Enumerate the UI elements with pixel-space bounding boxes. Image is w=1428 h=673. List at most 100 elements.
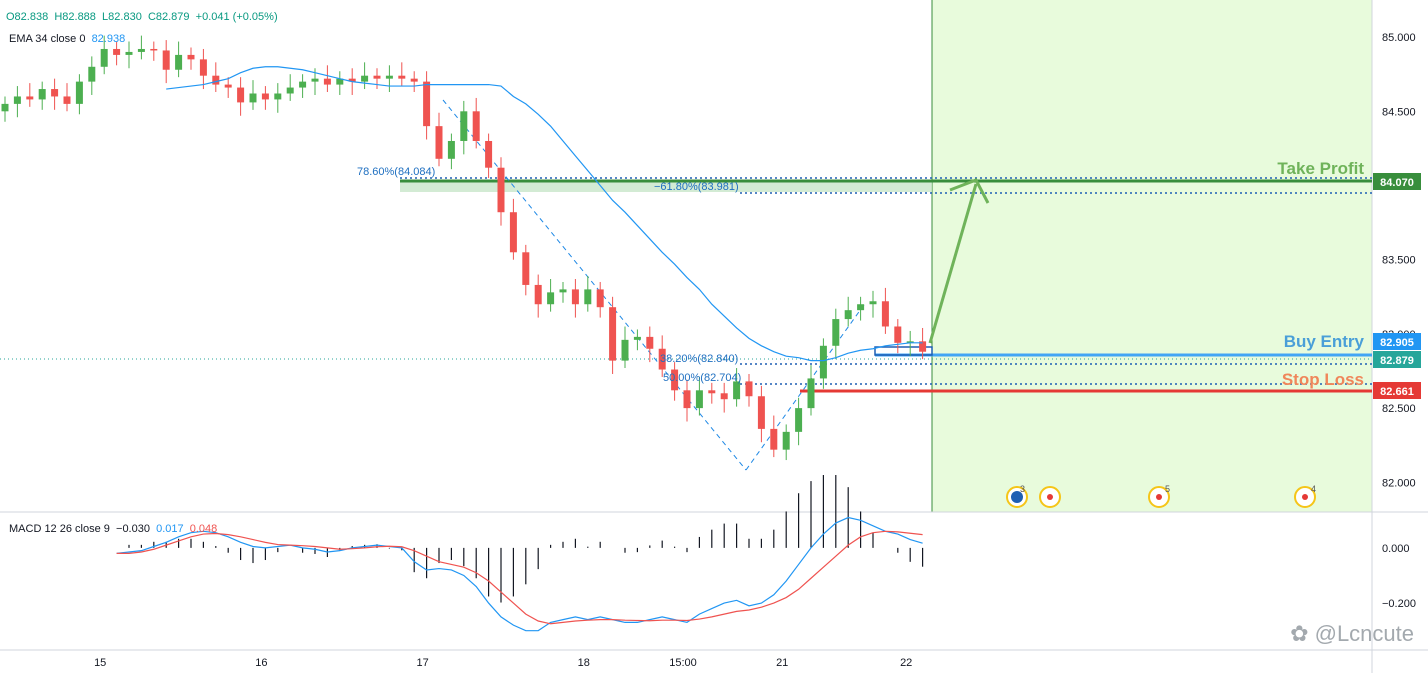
candle-body <box>348 78 356 82</box>
candle-body <box>423 81 431 127</box>
candle-body <box>832 319 840 346</box>
event-badge-dot-1[interactable] <box>1039 486 1061 508</box>
event-badge-dot-2[interactable]: 5 <box>1148 484 1170 508</box>
candle-body <box>373 75 381 79</box>
candle-body <box>472 111 480 141</box>
time-tick-label: 15:00 <box>669 657 697 669</box>
candles <box>1 35 927 461</box>
event-badge-count-2: 5 <box>1165 484 1170 494</box>
candle-body <box>137 48 145 52</box>
ema-legend-label: EMA 34 close 0 <box>9 33 86 45</box>
fib-swing-2 <box>745 301 867 471</box>
candle-body <box>75 81 83 104</box>
fib-786-label: 78.60%(84.084) <box>357 166 435 178</box>
candle-body <box>646 336 654 349</box>
candle-body <box>385 75 393 79</box>
svg-text:82.879: 82.879 <box>1380 355 1414 367</box>
candle-body <box>100 48 108 67</box>
candle-body <box>26 96 34 100</box>
macd-signal-line <box>116 530 923 625</box>
candle-body <box>1 103 9 112</box>
candle-body <box>497 167 505 213</box>
candle-body <box>633 336 641 340</box>
macd-axis[interactable]: 0.000 −0.200 <box>1382 543 1416 610</box>
candle-body <box>770 428 778 450</box>
candle-body <box>509 212 517 253</box>
fib-618-label: −61.80%(83.981) <box>654 181 739 193</box>
entry-price-tag: 82.905 <box>1373 333 1421 350</box>
candle-body <box>720 393 728 400</box>
candle-body <box>336 78 344 85</box>
macd-tick-label: 0.000 <box>1382 543 1410 555</box>
candle-body <box>162 50 170 70</box>
candle-body <box>534 284 542 305</box>
entry-box <box>874 346 933 356</box>
macd-legend-line: 0.017 <box>156 523 184 535</box>
candle-body <box>857 304 865 311</box>
time-tick-label: 21 <box>776 657 788 669</box>
macd-legend[interactable]: MACD 12 26 close 9 −0.030 0.017 0.048 <box>9 523 217 535</box>
fib-zone <box>400 181 932 192</box>
event-badge-count-1: 3 <box>1020 484 1025 494</box>
price-tick-label: 82.000 <box>1382 477 1416 489</box>
ohlc-low: L82.830 <box>102 11 142 23</box>
watermark-icon: ✿ <box>1290 621 1315 646</box>
candle-body <box>447 140 455 159</box>
macd-tick-label: −0.200 <box>1382 598 1416 610</box>
time-tick-label: 17 <box>416 657 428 669</box>
macd-legend-label: MACD 12 26 close 9 <box>9 523 110 535</box>
candle-body <box>708 390 716 394</box>
candle-body <box>113 48 121 55</box>
candle-body <box>894 326 902 343</box>
macd-line <box>116 516 923 632</box>
fib-382-label: 38.20%(82.840) <box>660 353 738 365</box>
candle-body <box>63 96 71 104</box>
price-tick-label: 85.000 <box>1382 32 1416 44</box>
candle-body <box>807 378 815 409</box>
candle-body <box>559 289 567 293</box>
ohlc-high: H82.888 <box>54 11 96 23</box>
candle-body <box>311 78 319 82</box>
candle-body <box>323 78 331 85</box>
time-axis[interactable]: 15 16 17 18 15:00 21 22 <box>94 657 912 669</box>
candle-body <box>51 89 59 97</box>
trade-zone <box>932 0 1372 512</box>
candle-body <box>261 93 269 100</box>
candle-body <box>125 51 133 55</box>
candle-body <box>150 48 158 51</box>
svg-text:82.905: 82.905 <box>1380 337 1414 349</box>
fib-swing-1 <box>442 99 747 471</box>
candle-body <box>88 66 96 82</box>
candle-body <box>795 408 803 432</box>
macd-legend-hist: −0.030 <box>116 523 150 535</box>
stop-loss-label: Stop Loss <box>1282 370 1364 389</box>
price-tick-label: 83.500 <box>1382 255 1416 267</box>
candle-body <box>398 75 406 79</box>
candle-body <box>906 341 914 343</box>
ema-legend[interactable]: EMA 34 close 0 82.938 <box>9 33 125 45</box>
watermark: ✿ @Lcncute <box>1290 621 1414 647</box>
price-axis[interactable]: 85.00084.50084.00083.50083.00082.50082.0… <box>1382 32 1416 489</box>
watermark-text: @Lcncute <box>1314 621 1414 646</box>
candle-body <box>683 390 691 409</box>
candle-body <box>733 381 741 400</box>
candle-body <box>212 75 220 85</box>
event-badges[interactable]: 3 5 4 <box>1006 484 1316 508</box>
candle-body <box>844 310 852 320</box>
candle-body <box>596 289 604 308</box>
price-tick-label: 84.500 <box>1382 106 1416 118</box>
time-tick-label: 16 <box>255 657 267 669</box>
candle-body <box>299 81 307 88</box>
event-badge-count-3: 4 <box>1311 484 1316 494</box>
time-tick-label: 18 <box>578 657 590 669</box>
price-tick-label: 82.500 <box>1382 403 1416 415</box>
event-badge-dot-3[interactable]: 4 <box>1294 484 1316 508</box>
sl-price-tag: 82.661 <box>1373 382 1421 399</box>
tp-price-tag: 84.070 <box>1373 173 1421 190</box>
svg-text:82.661: 82.661 <box>1380 386 1414 398</box>
candle-body <box>745 381 753 397</box>
candle-body <box>199 59 207 76</box>
event-badge-flag[interactable]: 3 <box>1006 484 1028 508</box>
candle-body <box>571 289 579 305</box>
